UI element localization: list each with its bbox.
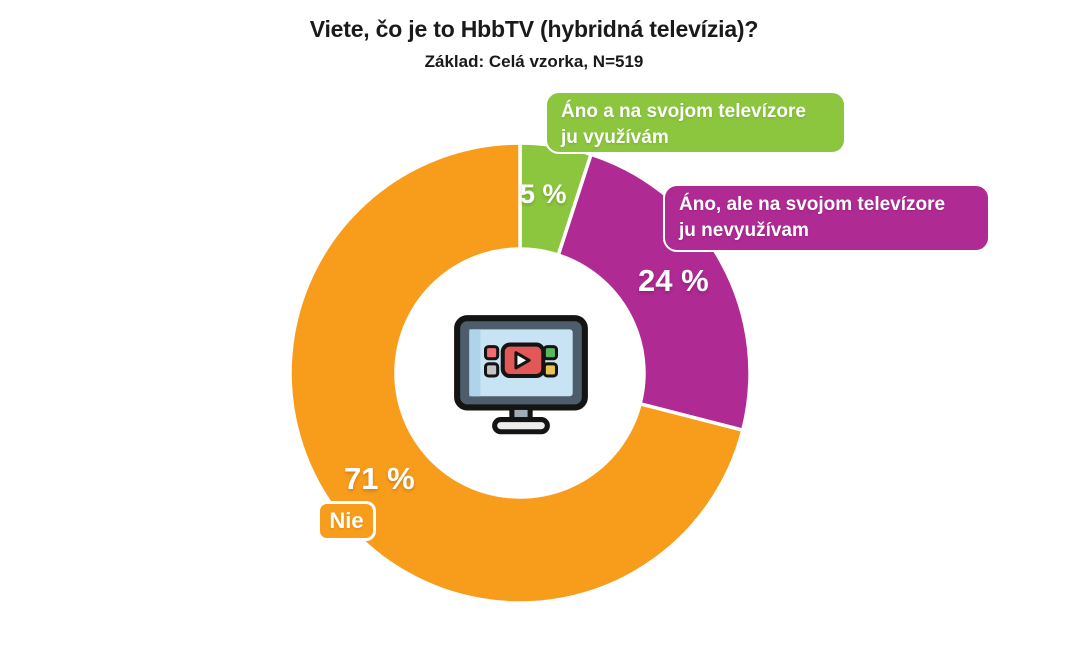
legend-callout-green-line1: Áno a na svojom televízore <box>561 101 806 122</box>
legend-callout-green-line2: ju využívám <box>561 127 669 148</box>
page-title: Viete, čo je to HbbTV (hybridná televízi… <box>309 16 759 42</box>
legend-callout-nie: Nie <box>317 501 376 541</box>
tv-video-icon <box>447 312 595 442</box>
legend-callout-magenta-line1: Áno, ale na svojom televízore <box>679 194 946 215</box>
legend-callout-magenta-line2: ju nevyužívam <box>679 220 809 241</box>
orange-slice-percent: 71 % <box>344 461 415 496</box>
legend-callout-magenta: Áno, ale na svojom televízore ju nevyuží… <box>663 184 990 252</box>
donut-chart <box>287 140 753 606</box>
footer: nielsen ADMOSPHERE Zdroj: Nielsen Admosp… <box>0 605 1068 657</box>
donut-svg <box>288 141 752 605</box>
green-slice-percent: 5 % <box>520 179 567 209</box>
donut-slice <box>288 141 745 605</box>
legend-callout-green: Áno a na svojom televízore ju využívám <box>545 91 846 154</box>
chart-base-note: Základ: Celá vzorka, N=519 <box>424 52 644 71</box>
magenta-slice-percent: 24 % <box>638 263 709 298</box>
